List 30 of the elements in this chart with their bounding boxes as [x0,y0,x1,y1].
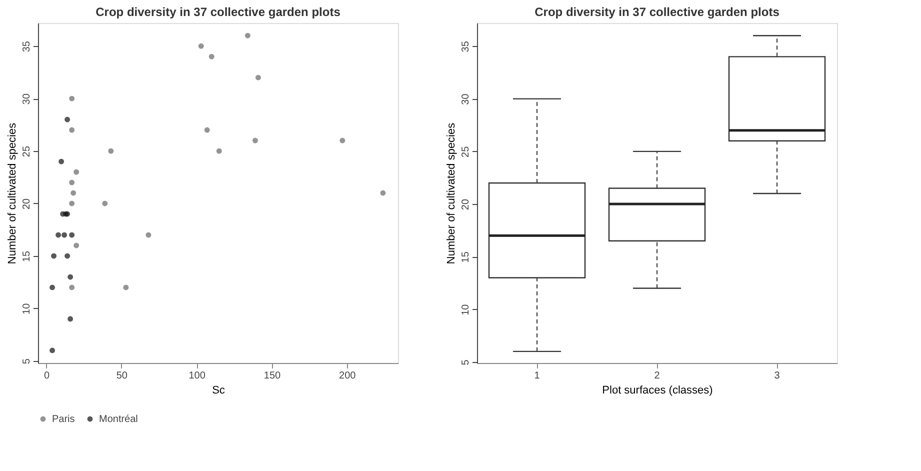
y-tick-label: 10 [22,302,32,314]
x-tick-label: 1 [534,370,540,382]
y-tick-label: 15 [22,250,32,262]
y-axis-title: Number of cultivated species [6,122,18,264]
x-tick-label: 200 [339,370,356,382]
chart-title: Crop diversity in 37 collective garden plots [96,5,341,19]
legend-label: Paris [52,414,75,425]
y-tick-label: 5 [22,358,32,364]
legend-label: Montréal [99,414,138,425]
chart-title: Crop diversity in 37 collective garden plots [534,5,780,19]
y-tick-label: 20 [22,198,32,210]
y-tick-label: 20 [460,198,472,210]
x-axis-title: Plot surfaces (classes) [602,384,713,396]
x-tick-label: 3 [774,370,780,382]
y-tick-label: 25 [22,146,32,158]
x-tick-label: 150 [264,370,282,382]
x-axis-title: Sc [212,384,226,396]
y-tick-label: 30 [22,93,32,105]
y-axis-title: Number of cultivated species [446,122,458,264]
x-tick-label: 50 [116,370,128,382]
y-tick-label: 35 [22,40,32,52]
x-tick-label: 2 [654,370,660,382]
y-tick-label: 30 [460,93,472,105]
x-tick-label: 100 [188,370,206,382]
y-tick-label: 15 [460,251,472,263]
y-tick-label: 25 [460,146,472,158]
y-tick-label: 10 [460,304,472,316]
y-tick-label: 35 [460,40,472,52]
y-tick-label: 5 [460,359,472,366]
x-tick-label: 0 [44,370,50,382]
